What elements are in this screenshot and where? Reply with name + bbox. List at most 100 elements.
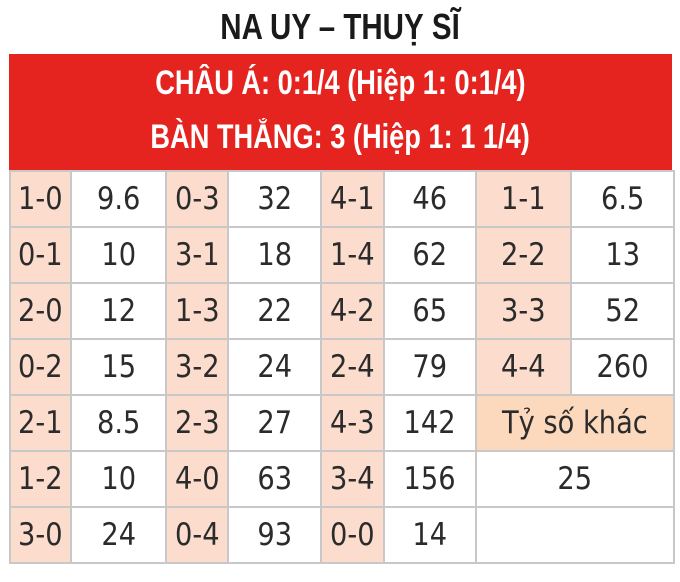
score-cell: 1-4 [320, 226, 385, 284]
score-cell: 2-3 [165, 394, 229, 452]
odds-value: 27 [257, 405, 292, 441]
score-label: 1-1 [501, 181, 546, 217]
empty-cell [475, 506, 675, 564]
asian-handicap: CHÂU Á: 0:1/4 (Hiệp 1: 0:1/4) [155, 64, 526, 102]
score-cell: 3-3 [475, 282, 572, 340]
score-label: 0-4 [174, 517, 220, 553]
score-label: 0-3 [174, 181, 220, 217]
score-label: 1-4 [330, 237, 375, 273]
table-row: 2-0 12 1-3 22 4-2 65 3-3 52 [9, 282, 675, 340]
odds-value: 93 [257, 517, 292, 553]
odds-value: 8.5 [96, 405, 141, 441]
odds-value: 63 [257, 461, 292, 497]
odds-value: 260 [596, 349, 649, 385]
odds-cell: 18 [227, 226, 322, 284]
odds-cell: 142 [383, 394, 477, 452]
score-cell: 3-0 [9, 506, 72, 564]
score-cell: 1-3 [165, 282, 229, 340]
other-label-text: Tỷ số khác [502, 405, 648, 441]
score-cell: 1-0 [9, 170, 72, 228]
score-label: 4-0 [174, 461, 220, 497]
odds-cell: 27 [227, 394, 322, 452]
score-cell: 4-4 [475, 338, 572, 396]
score-label: 1-2 [18, 461, 63, 497]
score-label: 2-1 [18, 405, 63, 441]
score-cell: 1-2 [9, 450, 72, 508]
odds-value: 62 [412, 237, 448, 273]
score-cell: 0-4 [165, 506, 229, 564]
odds-cell: 15 [70, 338, 167, 396]
odds-value: 10 [101, 461, 136, 497]
odds-cell: 14 [383, 506, 477, 564]
odds-value: 14 [412, 517, 448, 553]
odds-cell: 65 [383, 282, 477, 340]
score-label: 2-2 [501, 237, 546, 273]
odds-value: 32 [257, 181, 292, 217]
odds-value: 156 [403, 461, 457, 497]
table-row: 0-1 10 3-1 18 1-4 62 2-2 13 [9, 226, 675, 284]
score-label: 3-0 [18, 517, 63, 553]
odds-cell: 260 [570, 338, 675, 396]
score-cell: 4-2 [320, 282, 385, 340]
score-cell: 2-0 [9, 282, 72, 340]
odds-cell: 12 [70, 282, 167, 340]
score-label: 1-0 [18, 181, 63, 217]
odds-value: 15 [101, 349, 136, 385]
odds-cell: 63 [227, 450, 322, 508]
score-cell: 2-2 [475, 226, 572, 284]
score-label: 4-2 [330, 293, 375, 329]
score-cell: 4-3 [320, 394, 385, 452]
odds-value: 6.5 [600, 181, 645, 217]
score-cell: 0-1 [9, 226, 72, 284]
match-title: NA UY – THUỴ SĨ [220, 6, 460, 47]
odds-value: 65 [412, 293, 448, 329]
score-cell: 2-4 [320, 338, 385, 396]
table-row: 3-0 24 0-4 93 0-0 14 [9, 506, 675, 564]
score-cell: 3-4 [320, 450, 385, 508]
odds-value: 18 [257, 237, 292, 273]
odds-banner: CHÂU Á: 0:1/4 (Hiệp 1: 0:1/4) BÀN THẮNG:… [9, 54, 672, 170]
odds-cell: 32 [227, 170, 322, 228]
score-label: 3-2 [174, 349, 220, 385]
odds-value: 9.6 [96, 181, 141, 217]
score-label: 0-2 [18, 349, 63, 385]
odds-cell: 6.5 [570, 170, 675, 228]
score-cell: 0-0 [320, 506, 385, 564]
table-row: 2-1 8.5 2-3 27 4-3 142 Tỷ số khác [9, 394, 675, 452]
score-label: 4-1 [330, 181, 375, 217]
odds-value: 24 [101, 517, 136, 553]
table-row: 1-0 9.6 0-3 32 4-1 46 1-1 6.5 [9, 170, 675, 228]
odds-value: 79 [412, 349, 448, 385]
table-row: 0-2 15 3-2 24 2-4 79 4-4 260 [9, 338, 675, 396]
score-label: 1-3 [174, 293, 220, 329]
odds-value: 52 [605, 293, 640, 329]
score-cell: 4-0 [165, 450, 229, 508]
score-label: 0-1 [18, 237, 63, 273]
odds-cell: 79 [383, 338, 477, 396]
score-label: 4-4 [501, 349, 546, 385]
score-label: 2-3 [174, 405, 220, 441]
score-cell: 3-1 [165, 226, 229, 284]
odds-cell: 22 [227, 282, 322, 340]
odds-cell: 156 [383, 450, 477, 508]
score-cell: 2-1 [9, 394, 72, 452]
other-odds-text: 25 [557, 461, 593, 497]
odds-cell: 52 [570, 282, 675, 340]
score-label: 3-4 [330, 461, 375, 497]
score-cell: 0-3 [165, 170, 229, 228]
other-scores-label: Tỷ số khác [475, 394, 675, 452]
odds-value: 12 [101, 293, 136, 329]
score-label: 0-0 [330, 517, 375, 553]
score-label: 4-3 [330, 405, 375, 441]
odds-cell: 8.5 [70, 394, 167, 452]
score-odds-table: 1-0 9.6 0-3 32 4-1 46 1-1 6.5 0-1 10 3-1 18 1-4 62 2-2… [9, 170, 675, 564]
score-cell: 4-1 [320, 170, 385, 228]
odds-value: 24 [257, 349, 292, 385]
odds-cell: 24 [70, 506, 167, 564]
score-label: 3-3 [501, 293, 546, 329]
odds-value: 10 [101, 237, 136, 273]
odds-cell: 62 [383, 226, 477, 284]
odds-cell: 9.6 [70, 170, 167, 228]
odds-cell: 93 [227, 506, 322, 564]
odds-value: 142 [403, 405, 457, 441]
